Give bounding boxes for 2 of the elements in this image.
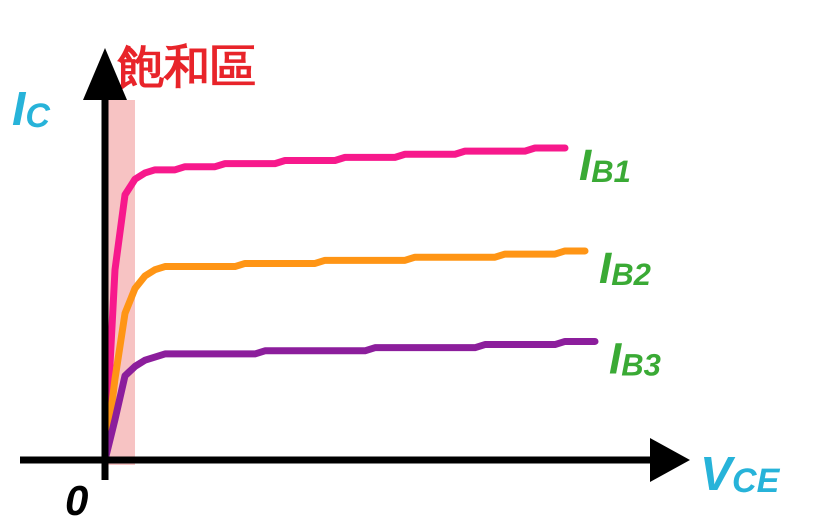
text: 0 [65,477,88,524]
chart-title: 飽和區 [117,40,256,92]
